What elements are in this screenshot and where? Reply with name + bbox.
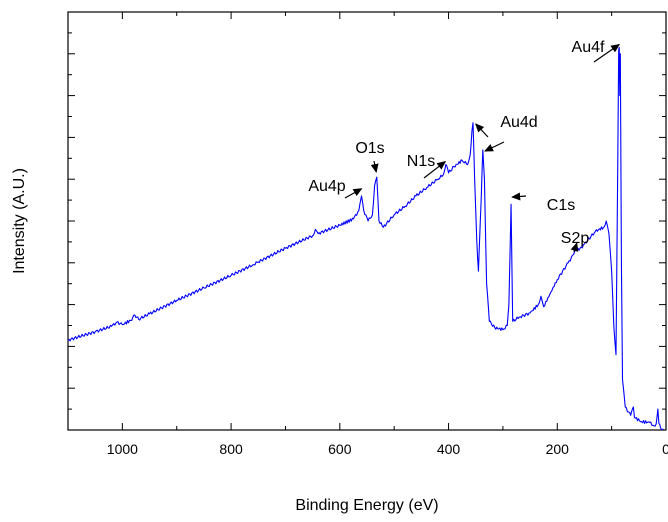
x-axis-tick-labels: 1000 800 600 400 200 0	[107, 441, 668, 457]
x-tick-label: 200	[546, 441, 570, 457]
peak-label: O1s	[355, 140, 384, 157]
peak-arrow	[370, 160, 379, 173]
series-layer	[68, 46, 664, 430]
peak-label: Au4p	[308, 178, 345, 195]
peak-arrow	[570, 242, 579, 253]
peak-label: C1s	[547, 197, 575, 214]
peak-arrow	[593, 43, 621, 63]
x-tick-label: 0	[662, 441, 668, 457]
x-axis-ticks	[67, 12, 667, 430]
x-tick-label: 1000	[107, 441, 138, 457]
x-tick-label: 600	[328, 441, 352, 457]
peak-arrow	[423, 160, 447, 179]
peak-label: S2p	[561, 230, 590, 247]
y-axis-ticks	[68, 11, 666, 431]
peak-arrow	[344, 188, 363, 199]
peak-arrow	[484, 141, 505, 152]
x-axis-title: Binding Energy (eV)	[295, 497, 438, 514]
plot-frame	[67, 11, 667, 431]
x-tick-label: 400	[437, 441, 461, 457]
peak-label: N1s	[407, 153, 435, 170]
x-tick-label: 800	[219, 441, 243, 457]
peak-label: Au4d	[500, 114, 537, 131]
series-line-0	[68, 46, 664, 430]
peak-label: Au4f	[572, 39, 605, 56]
peak-arrow	[475, 123, 489, 138]
y-axis-title: Intensity (A.U.)	[11, 168, 28, 274]
peak-arrow	[511, 192, 527, 201]
annotation-layer: Au4f Au4d O1s N1s Au4p C1s S2p	[308, 39, 621, 253]
